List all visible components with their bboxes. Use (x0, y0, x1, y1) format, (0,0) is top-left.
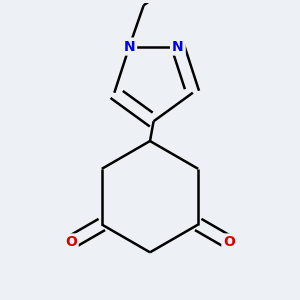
Text: O: O (224, 236, 235, 250)
Text: N: N (124, 40, 135, 54)
Text: O: O (65, 236, 76, 250)
Text: N: N (172, 40, 184, 54)
